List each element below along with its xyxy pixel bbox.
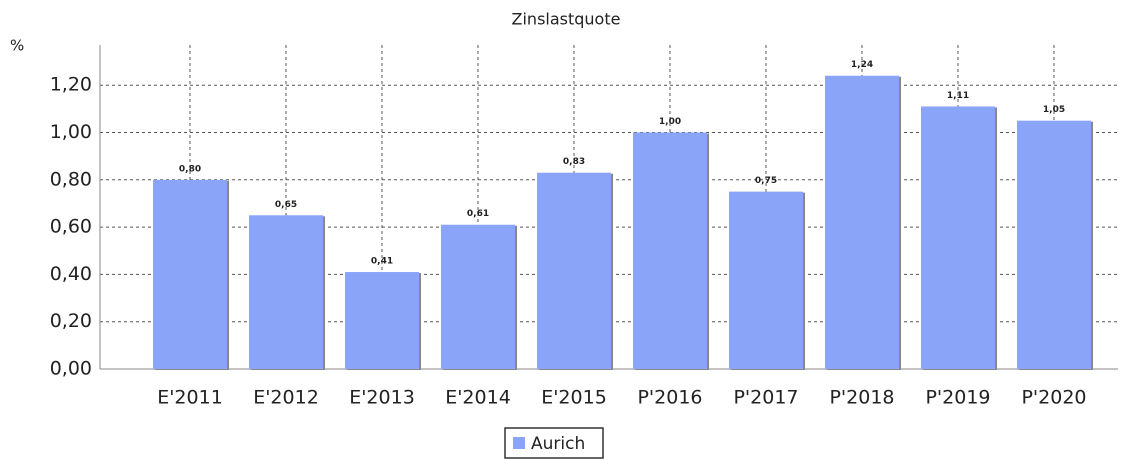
value-label: 1,00 <box>659 117 681 127</box>
bar <box>345 272 419 369</box>
y-tick-label: 1,00 <box>50 121 92 143</box>
x-tick-label: E'2011 <box>157 387 223 409</box>
value-label: 1,24 <box>851 60 873 70</box>
y-tick-label: 0,40 <box>50 263 92 285</box>
value-label: 0,75 <box>755 176 777 186</box>
y-axis-label: % <box>10 37 24 55</box>
x-tick-label: P'2020 <box>1021 387 1086 409</box>
bar <box>825 75 899 370</box>
y-tick-label: 0,20 <box>50 310 92 332</box>
x-tick-label: E'2015 <box>541 387 607 409</box>
bar <box>441 224 515 369</box>
x-tick-label: P'2016 <box>637 387 702 409</box>
chart-title: Zinslastquote <box>512 10 621 29</box>
value-label: 1,11 <box>947 91 969 101</box>
x-tick-label: E'2012 <box>253 387 319 409</box>
x-tick-label: P'2017 <box>733 387 798 409</box>
bar <box>1017 120 1091 369</box>
legend-label: Aurich <box>531 434 585 454</box>
bar <box>729 191 803 369</box>
x-tick-label: P'2018 <box>829 387 894 409</box>
bar <box>633 132 707 369</box>
bar <box>249 215 323 369</box>
y-tick-label: 0,00 <box>50 358 92 380</box>
y-tick-label: 0,60 <box>50 216 92 238</box>
y-tick-label: 0,80 <box>50 168 92 190</box>
legend-swatch <box>513 437 525 449</box>
bar <box>537 172 611 369</box>
x-tick-label: P'2019 <box>925 387 990 409</box>
bar <box>921 106 995 370</box>
bar <box>153 179 227 369</box>
x-tick-label: E'2014 <box>445 387 511 409</box>
value-label: 0,65 <box>275 200 297 210</box>
value-label: 0,61 <box>467 209 489 219</box>
y-tick-label: 1,20 <box>50 74 92 96</box>
value-label: 0,80 <box>179 164 201 174</box>
value-label: 1,05 <box>1043 105 1065 115</box>
value-label: 0,41 <box>371 257 393 267</box>
x-tick-label: E'2013 <box>349 387 415 409</box>
value-label: 0,83 <box>563 157 585 167</box>
